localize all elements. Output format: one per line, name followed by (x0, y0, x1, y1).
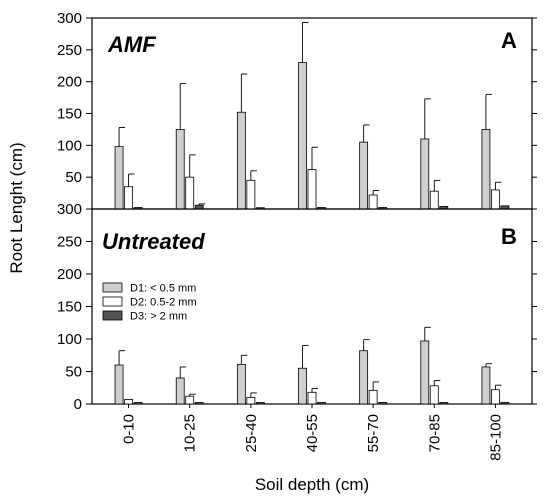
x-tick-label: 10-25 (182, 414, 199, 452)
panel-letter: A (501, 28, 517, 53)
x-axis-title: Soil depth (cm) (255, 475, 369, 494)
bar-amf-d2-10-25 (185, 176, 195, 210)
bar-untreated-d2-55-70 (368, 389, 378, 405)
y-tick-label: 150 (57, 106, 82, 123)
bar-untreated-d1-0-10 (114, 364, 124, 405)
bar-untreated-d2-10-25 (185, 395, 195, 405)
bar-amf-d2-70-85 (429, 190, 439, 210)
legend-label-d2: D2: 0.5-2 mm (130, 297, 197, 309)
bar-amf-d2-40-55 (307, 169, 317, 210)
legend-label-d1: D1: < 0.5 mm (130, 283, 196, 295)
bar-group (114, 326, 510, 405)
y-tick-label: 300 (57, 10, 82, 27)
y-tick-label: 200 (57, 74, 82, 91)
x-tick-label: 70-85 (426, 414, 443, 452)
y-axis-ticks: 0 50 100 150 200 250 300 (57, 201, 537, 413)
y-tick-label: 0 (74, 396, 82, 413)
bar-untreated-d1-70-85 (420, 340, 430, 405)
bar-amf-d1-85-100 (481, 129, 491, 210)
bar-untreated-d2-70-85 (429, 385, 439, 405)
legend: D1: < 0.5 mm D2: 0.5-2 mm D3: > 2 mm (102, 282, 197, 323)
bar-amf-d2-55-70 (368, 194, 378, 210)
legend-swatch-d2 (102, 296, 123, 307)
bar-amf-d1-0-10 (114, 146, 124, 210)
bar-untreated-d3-10-25 (194, 402, 204, 405)
x-tick-label: 25-40 (243, 414, 260, 452)
bar-amf-d2-85-100 (491, 189, 500, 210)
bar-untreated-d3-85-100 (500, 402, 510, 405)
legend-swatch-d1 (102, 282, 123, 293)
x-tick-label: 55-70 (365, 414, 382, 452)
panel-title: Untreated (102, 229, 205, 254)
x-axis-tick-labels: 0-10 10-25 25-40 40-55 55-70 70-85 85-100 (121, 404, 504, 461)
x-tick-label: 0-10 (121, 414, 138, 444)
bar-amf-d2-25-40 (246, 179, 256, 210)
bar-amf-d1-40-55 (298, 62, 307, 210)
y-tick-label: 50 (65, 169, 82, 186)
x-tick-label: 40-55 (304, 414, 321, 452)
bar-group (114, 22, 510, 210)
panel-title: AMF (107, 32, 156, 57)
bar-amf-d2-0-10 (124, 186, 133, 210)
bar-amf-d1-25-40 (236, 111, 246, 210)
panel-letter: B (501, 224, 517, 249)
bar-untreated-d3-0-10 (133, 402, 143, 405)
y-tick-label: 150 (57, 299, 82, 316)
y-tick-label: 100 (57, 331, 82, 348)
bar-untreated-d2-0-10 (124, 399, 133, 405)
panel-amf: AMF A 50 100 150 200 250 300 (57, 10, 537, 210)
bar-untreated-d3-70-85 (439, 402, 449, 405)
y-axis-ticks: 50 100 150 200 250 300 (57, 10, 537, 186)
y-tick-label: 250 (57, 234, 82, 251)
y-tick-label: 300 (57, 201, 82, 218)
y-tick-label: 100 (57, 137, 82, 154)
y-axis-title: Root Lenght (cm) (7, 142, 26, 273)
bar-untreated-d1-85-100 (481, 366, 491, 405)
bar-amf-d1-10-25 (175, 129, 185, 210)
legend-label-d3: D3: > 2 mm (130, 311, 187, 323)
bar-untreated-d1-55-70 (359, 350, 369, 405)
legend-swatch-d3 (102, 310, 123, 321)
bar-untreated-d3-25-40 (255, 402, 265, 405)
panel-untreated: Untreated B 0 50 100 150 200 250 300 (57, 201, 537, 413)
bar-untreated-d1-40-55 (298, 367, 307, 405)
bar-amf-d1-55-70 (359, 141, 369, 210)
bar-untreated-d1-10-25 (175, 377, 185, 405)
bar-amf-d1-70-85 (420, 138, 430, 210)
x-tick-label: 85-100 (487, 414, 504, 461)
bar-untreated-d1-25-40 (236, 363, 246, 405)
y-tick-label: 250 (57, 42, 82, 59)
y-tick-label: 200 (57, 266, 82, 283)
bar-untreated-d3-55-70 (378, 402, 388, 405)
bar-untreated-d2-40-55 (307, 391, 317, 405)
y-tick-label: 50 (65, 364, 82, 381)
bar-untreated-d2-85-100 (491, 389, 500, 405)
bar-untreated-d3-40-55 (317, 402, 326, 405)
bar-untreated-d2-25-40 (246, 397, 256, 405)
